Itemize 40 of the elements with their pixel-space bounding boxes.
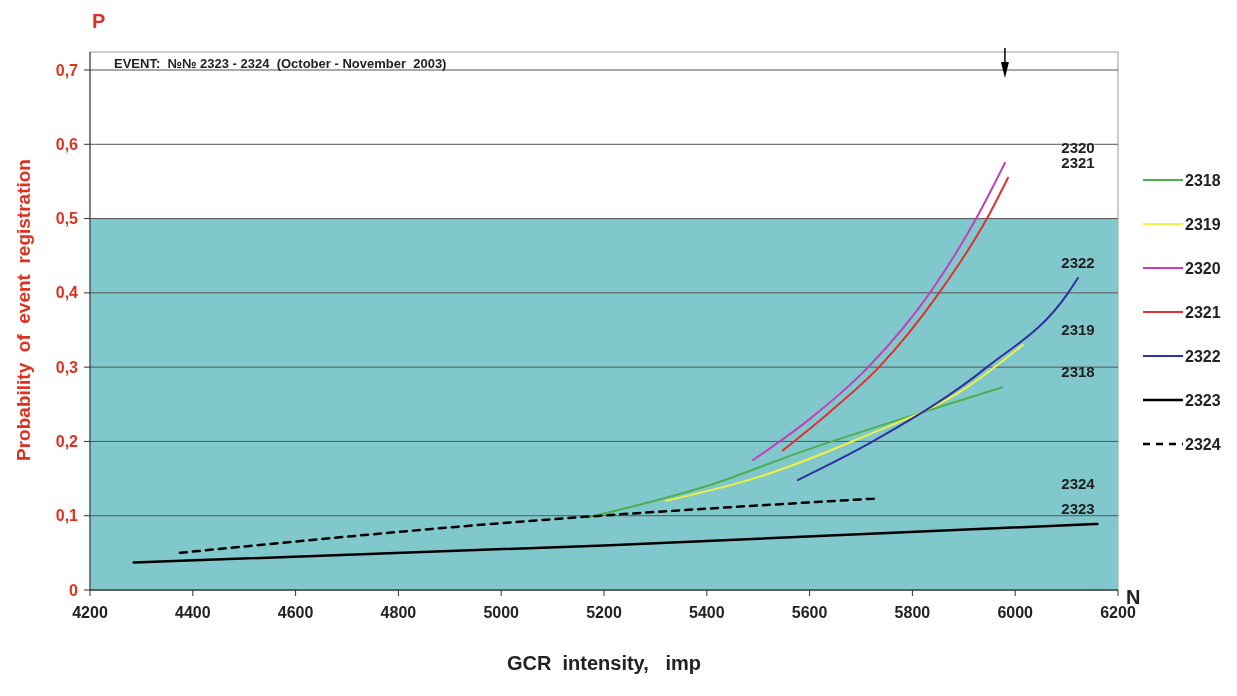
y-tick-label: 0,4 bbox=[55, 284, 79, 302]
x-tick-label: 5600 bbox=[791, 604, 828, 621]
x-tick-label: 5200 bbox=[586, 604, 622, 621]
y-axis-title: Probability of event registration bbox=[13, 159, 34, 461]
y-tick-label: 0,5 bbox=[55, 210, 79, 228]
legend-label: 2318 bbox=[1185, 171, 1221, 189]
x-tick-label: 6000 bbox=[997, 604, 1034, 621]
text: 2323 bbox=[1061, 500, 1095, 518]
text: 2318 bbox=[1061, 363, 1095, 381]
legend-label: 2319 bbox=[1185, 215, 1221, 233]
y-tick-label: 0,3 bbox=[55, 358, 79, 376]
annotation: EVENT: №№ 2323 - 2324 (October - November 2003) bbox=[114, 56, 447, 71]
legend-label: 2320 bbox=[1185, 259, 1221, 277]
legend-label: 2323 bbox=[1185, 391, 1221, 409]
text: 2324 bbox=[1061, 474, 1095, 492]
line-series bbox=[587, 386, 1004, 519]
x-tick-label: 5000 bbox=[483, 604, 520, 621]
y-tick-label: 0,2 bbox=[55, 433, 79, 451]
y-tick-label: 0 bbox=[69, 581, 79, 599]
legend-label: 2322 bbox=[1185, 347, 1221, 365]
line-series bbox=[781, 176, 1009, 452]
x-tick-label: 4600 bbox=[277, 604, 314, 621]
y-tick-label: 0,6 bbox=[55, 135, 79, 153]
x-tick-label: 4400 bbox=[175, 604, 211, 621]
x-axis-title: GCR intensity, imp bbox=[506, 652, 702, 674]
line-series bbox=[664, 343, 1024, 502]
x-tick-label: 5400 bbox=[689, 604, 725, 621]
x-tick-label: 4800 bbox=[380, 604, 417, 621]
x-tick-label: 5800 bbox=[894, 604, 931, 621]
y-tick-label: 0,1 bbox=[55, 507, 79, 525]
text: P bbox=[92, 10, 106, 32]
text: 2319 bbox=[1061, 321, 1095, 339]
y-tick-label: 0,7 bbox=[55, 61, 79, 79]
text: 2322 bbox=[1061, 254, 1095, 272]
x-tick-label: 6200 bbox=[1100, 604, 1136, 621]
legend-label: 2321 bbox=[1185, 303, 1221, 321]
x-tick-label: 4200 bbox=[72, 604, 108, 621]
text: 2321 bbox=[1061, 153, 1095, 171]
line-series bbox=[752, 161, 1006, 461]
legend-label: 2324 bbox=[1185, 435, 1221, 453]
